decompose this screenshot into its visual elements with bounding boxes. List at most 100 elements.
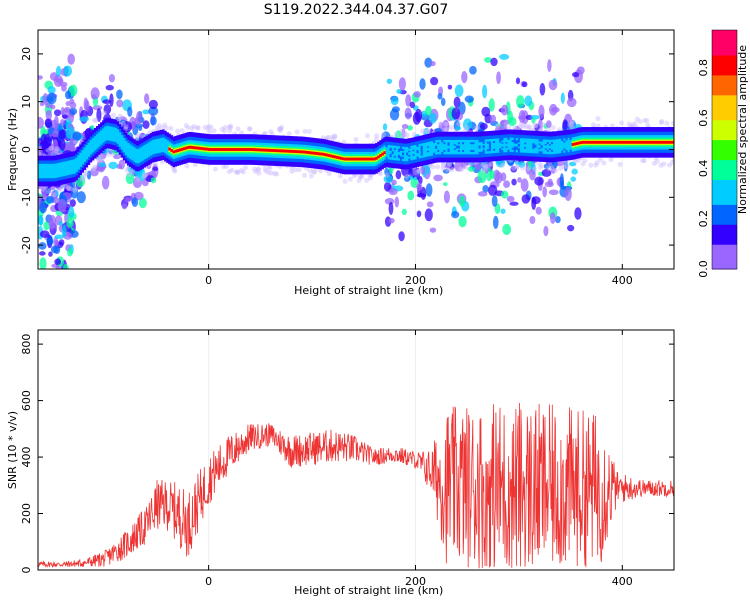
spectrogram-ridge-cell <box>248 148 252 151</box>
spectrogram-cell <box>263 168 269 174</box>
spectrogram-cell <box>477 191 488 197</box>
spectrogram-cell <box>549 165 555 171</box>
snr-y-tick-label: 0 <box>20 567 33 574</box>
spectrogram-cell <box>43 221 50 231</box>
spectrogram-cell <box>67 274 75 286</box>
spectrogram-cell <box>429 60 436 67</box>
spectrogram-cell <box>108 74 115 83</box>
spectrogram-ridge-cell <box>399 152 403 156</box>
spectrogram-ridge-cell <box>592 140 595 144</box>
spectrogram-cell <box>49 145 55 151</box>
spectrogram-cell <box>367 175 373 181</box>
snr-grid <box>208 330 623 570</box>
spectrogram-cell <box>125 172 135 185</box>
spectrogram-cell <box>268 129 274 135</box>
spectrogram-cell <box>66 186 71 192</box>
spectrogram-ridge-cell <box>277 149 281 153</box>
spectrogram-ridge-cell <box>174 149 178 153</box>
spectrogram-cell <box>526 165 532 171</box>
spectrogram-cell <box>534 176 544 186</box>
colorbar-swatch <box>712 239 737 245</box>
spectrogram-cell <box>484 57 492 63</box>
spectrogram-cell <box>63 183 69 189</box>
spectrogram-x-tick-label: 0 <box>205 274 212 287</box>
spectrogram-cell <box>424 128 430 134</box>
spectrogram-cell <box>413 91 421 98</box>
spectrogram-cell <box>373 136 379 142</box>
spectrogram-ridge-cell <box>573 142 577 146</box>
colorbar-swatch <box>712 84 737 91</box>
spectrogram-cell <box>555 215 561 224</box>
spectrogram-ridge-cell <box>60 167 64 171</box>
spectrogram-cell <box>93 117 99 123</box>
spectrogram-cell <box>429 112 437 124</box>
spectrogram-ridge-cell <box>106 131 109 135</box>
spectrogram-ridge-cell <box>304 150 308 154</box>
spectrogram-ridge-cell <box>69 165 72 169</box>
colorbar-swatch <box>712 94 737 101</box>
spectrogram-cell <box>544 181 554 188</box>
spectrogram-cell <box>455 126 462 131</box>
spectrogram-cell <box>429 227 437 233</box>
spectrogram-cell <box>302 172 308 178</box>
spectrogram-cell <box>444 164 451 169</box>
spectrogram-cell <box>153 161 159 167</box>
spectrogram-cell <box>401 124 409 130</box>
spectrogram-ridge-cell <box>470 145 473 149</box>
spectrogram-cell <box>642 117 648 123</box>
spectrogram-ridge-cell <box>323 153 326 156</box>
spectrogram-cell <box>608 157 614 163</box>
spectrogram-ridge-cell <box>476 145 480 149</box>
spectrogram-cell <box>462 127 468 133</box>
spectrogram-ridge-cell <box>375 156 378 160</box>
spectrogram-cell <box>549 212 556 224</box>
spectrogram-ridge-cell <box>298 150 302 154</box>
spectrogram-cell <box>440 162 446 168</box>
spectrogram-cell <box>539 83 546 96</box>
spectrogram-cell <box>594 160 600 166</box>
spectrogram-cell <box>488 98 495 112</box>
spectrogram-ridge-cell <box>139 153 142 157</box>
spectrogram-cell <box>481 168 487 174</box>
spectrogram-cell <box>124 167 130 173</box>
spectrogram-ridge-cell <box>519 143 523 147</box>
spectrogram-ridge-cell <box>265 148 269 152</box>
spectrogram-y-tick-label: 10 <box>20 95 33 109</box>
spectrogram-cell <box>54 115 59 128</box>
spectrogram-cell <box>306 128 312 134</box>
spectrogram-cell <box>59 137 66 151</box>
spectrogram-cell <box>221 164 227 170</box>
spectrogram-cell <box>72 185 78 191</box>
spectrogram-ridge-cell <box>610 140 614 144</box>
spectrogram-cell <box>38 151 42 157</box>
spectrogram-cell <box>138 197 147 209</box>
spectrogram-cell <box>39 201 48 214</box>
spectrogram-ridge-cell <box>602 140 606 144</box>
spectrogram-cell <box>531 196 541 205</box>
colorbar-tick-label: 0.0 <box>697 260 710 278</box>
spectrogram-cell <box>256 170 262 176</box>
spectrogram-cell <box>66 185 72 191</box>
spectrogram-cell <box>120 120 126 126</box>
spectrogram-cell <box>60 119 65 127</box>
spectrogram-ridge-cell <box>515 143 519 147</box>
spectrogram-cell <box>46 238 54 245</box>
spectrogram-ridge-cell <box>517 143 521 147</box>
colorbar-swatch <box>712 119 737 126</box>
spectrogram-ridge-cell <box>497 144 500 148</box>
spectrogram-cell <box>38 146 42 152</box>
spectrogram-cell <box>580 161 586 167</box>
spectrogram-x-tick-label: 400 <box>612 274 633 287</box>
spectrogram-ridge-cell <box>656 140 659 144</box>
spectrogram-cell <box>108 149 113 155</box>
spectrogram-ridge-cell <box>153 145 157 149</box>
spectrogram-ridge-cell <box>40 169 43 173</box>
spectrogram-ridge-cell <box>273 149 277 153</box>
spectrogram-cell <box>562 119 568 131</box>
spectrogram-ridge-cell <box>538 145 542 148</box>
spectrogram-ridge-cell <box>114 133 118 137</box>
spectrogram-ridge-cell <box>441 145 444 149</box>
spectrogram-ridge-cell <box>550 145 554 149</box>
spectrogram-cell <box>443 190 450 204</box>
spectrogram-cell <box>442 119 450 134</box>
